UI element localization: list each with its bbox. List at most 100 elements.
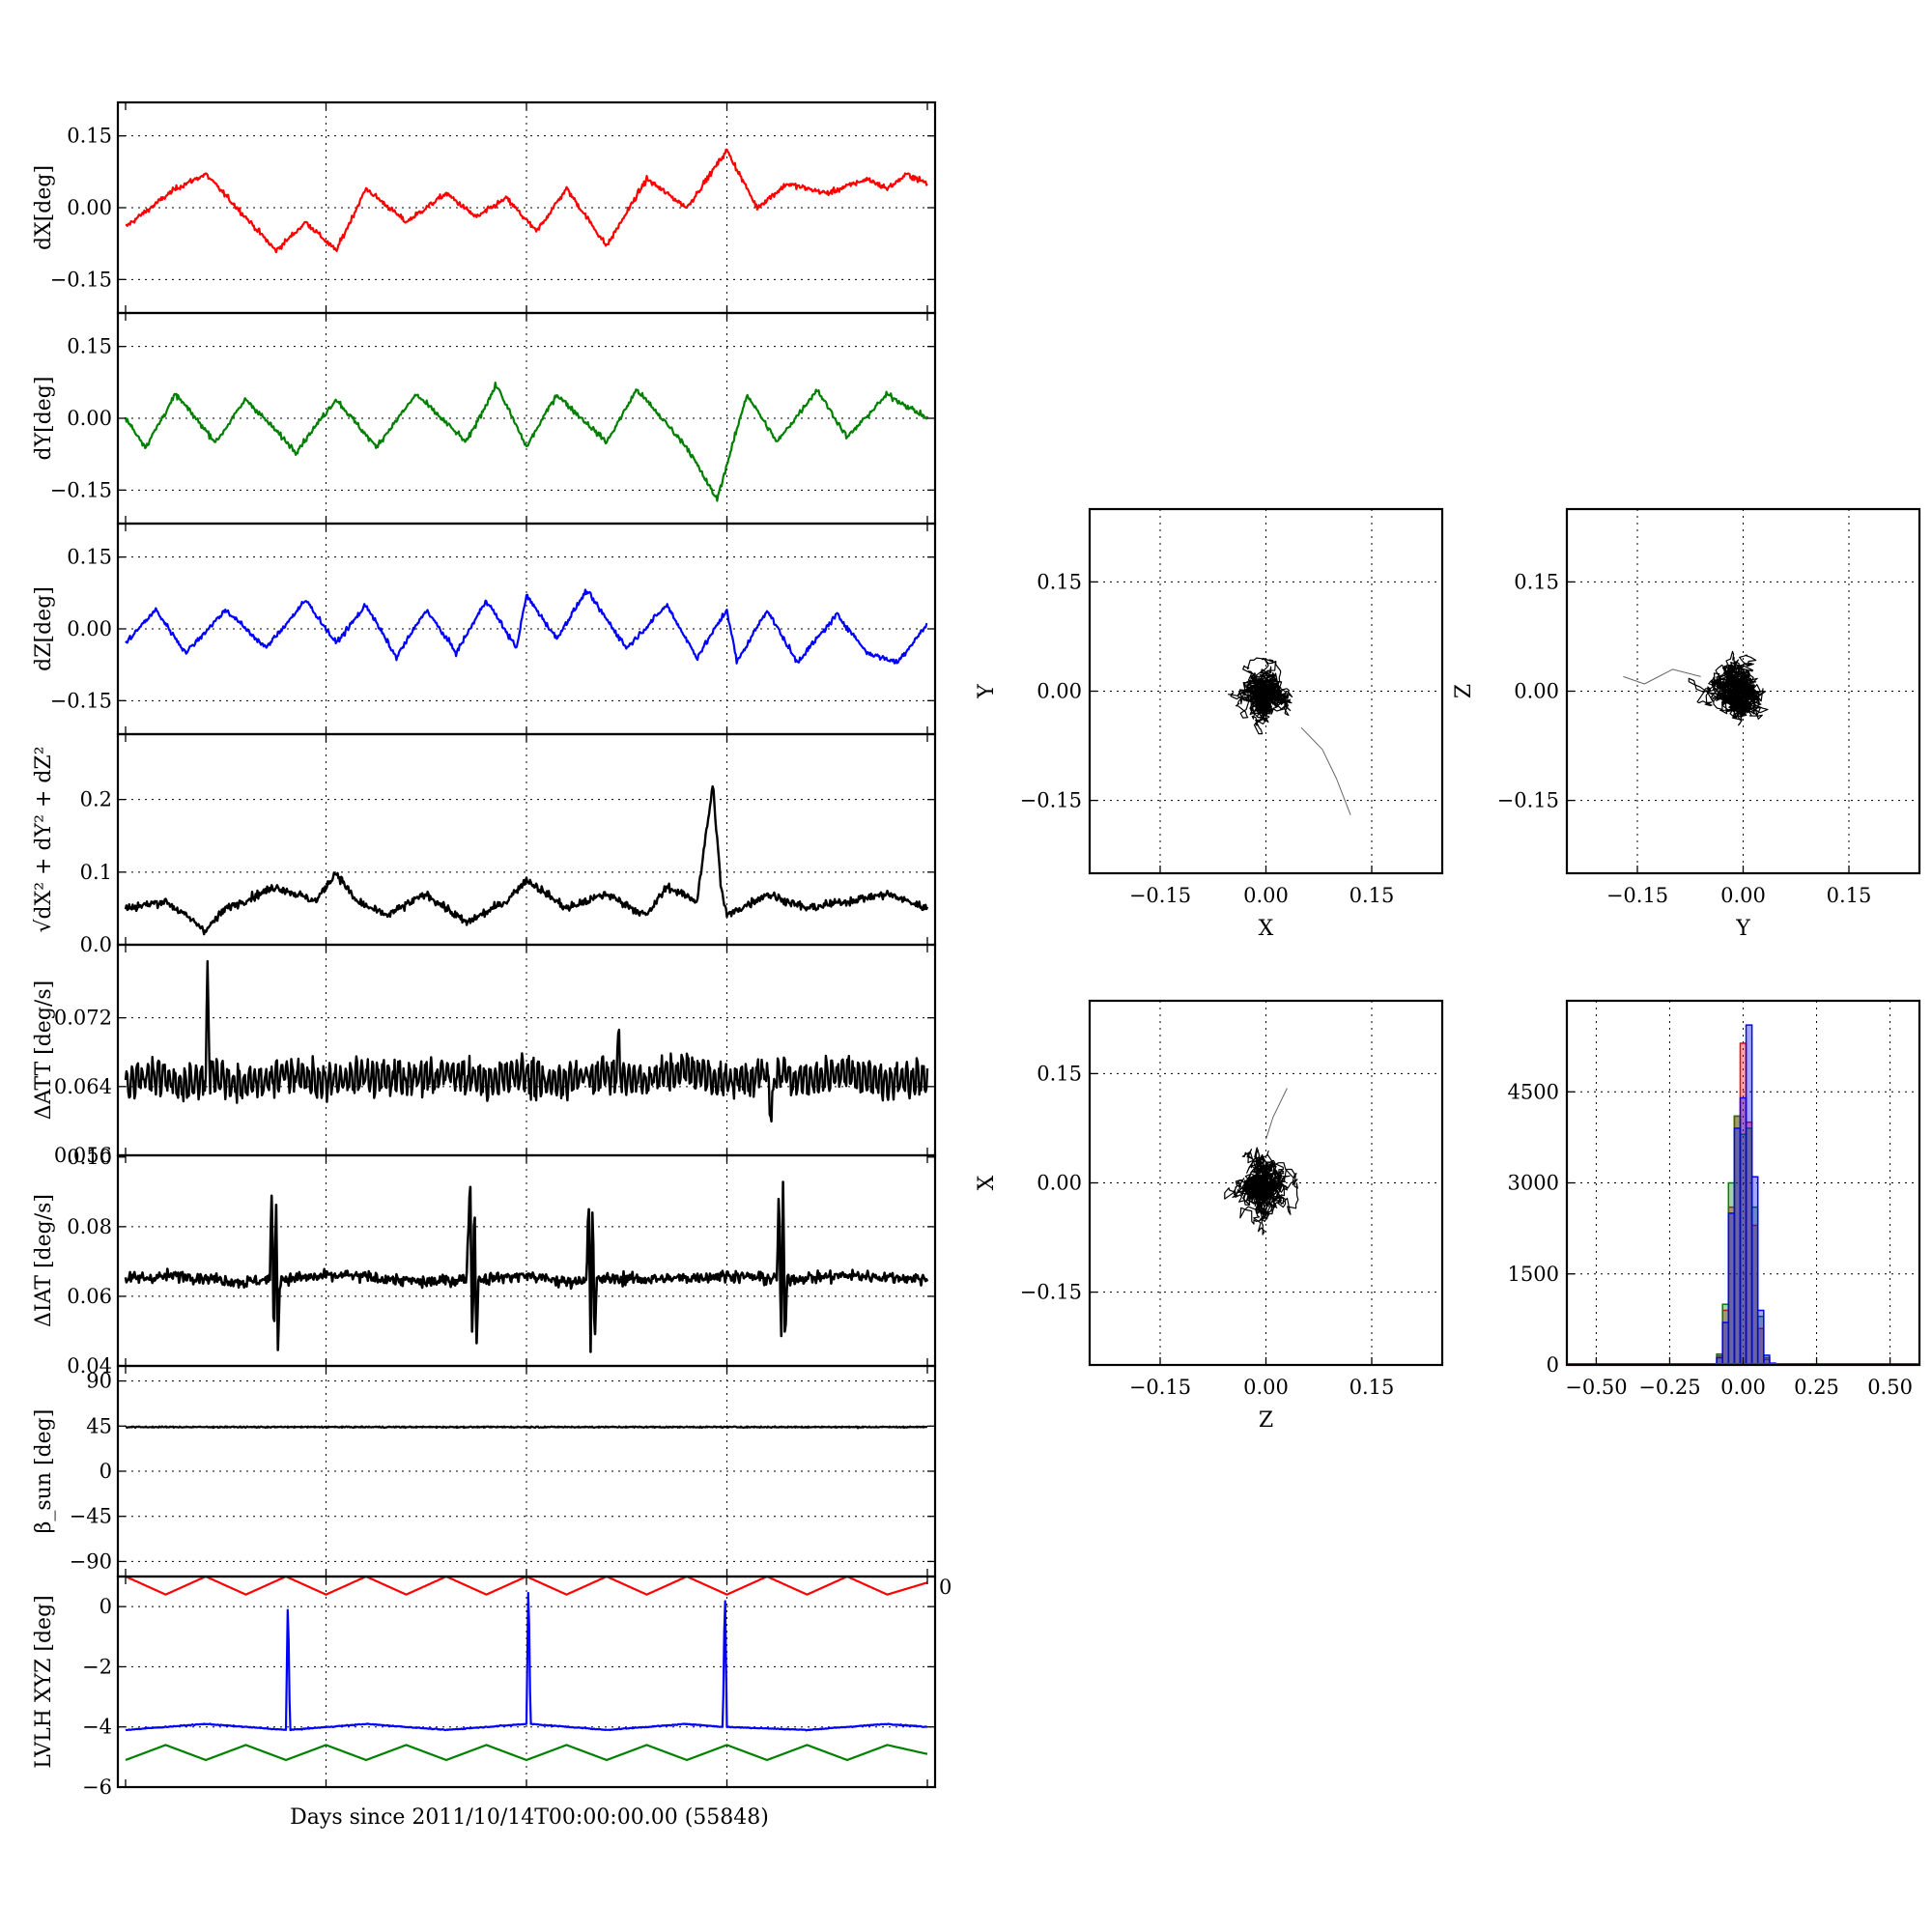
ytick-label: −0.15	[1020, 1281, 1082, 1304]
xtick-label: 0.50	[1867, 1376, 1913, 1399]
panel-frame	[116, 1153, 937, 1368]
panel-dIAT: 0.04 0.06 0.08 0.10 ΔIAT [deg/s]	[32, 1146, 937, 1378]
ytick-label: −0.15	[50, 268, 112, 291]
ytick-label: −0.15	[1020, 789, 1082, 812]
xtick-label: 0.00	[1720, 884, 1766, 907]
ylabel-dR: √dX² + dY² + dZ²	[32, 746, 56, 932]
ytick-label: 0.00	[67, 407, 112, 430]
ytick-label: 0.06	[67, 1285, 112, 1308]
xtick-label: 0.00	[1243, 1376, 1289, 1399]
ytick-label: 0.00	[67, 617, 112, 640]
ytick-label: 0.072	[54, 1007, 112, 1030]
ytick-label: −0.15	[50, 689, 112, 712]
ytick-label: 0.15	[67, 546, 112, 569]
scatter-trace-YZ	[1688, 650, 1769, 726]
ytick-label: 0.1	[80, 861, 112, 884]
ylabel-dATT: ΔATT [deg/s]	[32, 980, 56, 1120]
ylabel-ZX: X	[975, 1175, 999, 1190]
ylabel-YZ: Z	[1452, 684, 1476, 698]
panel-XY: −0.15 0.00 0.15 −0.15 0.00 0.15 X Y	[975, 507, 1444, 941]
xtick-label: −0.50	[1565, 1376, 1627, 1399]
xtick-label: −0.15	[1606, 884, 1668, 907]
panel-YZ: −0.15 0.00 0.15 −0.15 0.00 0.15 Y Z	[1452, 507, 1921, 941]
ylabel-lvlh: LVLH XYZ [deg]	[32, 1595, 56, 1769]
hist-bar	[1750, 1176, 1759, 1366]
ytick-label: −90	[70, 1549, 112, 1573]
xlabel-XY: X	[1259, 917, 1274, 941]
ylabel-dX: dX[deg]	[32, 165, 56, 250]
ylabel-dIAT: ΔIAT [deg/s]	[32, 1194, 56, 1327]
hist-bar	[1745, 1024, 1753, 1366]
xtick-label: −0.25	[1638, 1376, 1700, 1399]
series-line-dX-0	[125, 148, 928, 254]
xtick-label: 0.00	[1243, 884, 1289, 907]
panel-frame	[116, 943, 937, 1157]
ytick-label: 0.00	[1037, 1172, 1082, 1195]
series-line-dZ-0	[125, 588, 928, 665]
hist-bar	[1739, 1096, 1747, 1366]
xtick-label: 0.15	[1350, 1376, 1395, 1399]
panel-hist: −0.50 −0.25 0.00 0.25 0.50 0 1500 3000 4500	[1508, 999, 1921, 1399]
ytick-label: 0.15	[67, 335, 112, 358]
ytick-label: −45	[70, 1505, 112, 1528]
ylabel-dY: dY[deg]	[32, 377, 56, 461]
hist-bar	[1733, 1127, 1742, 1366]
ylabel-dZ: dZ[deg]	[32, 586, 56, 671]
xtick-label: −0.15	[1129, 884, 1191, 907]
chart-panels: −0.150.000.15dX[deg]−0.150.000.15dY[deg]…	[32, 100, 1921, 1799]
ytick-label: 0.10	[67, 1146, 112, 1169]
ytick-label: 0.08	[67, 1215, 112, 1238]
hist-bar	[1721, 1321, 1730, 1366]
xtick-label: 0.25	[1794, 1376, 1839, 1399]
series-line-dY-0	[124, 382, 929, 502]
ytick-label: 4500	[1508, 1080, 1559, 1103]
panel-dR: 0.0 0.1 0.2 √dX² + dY² + dZ²	[32, 732, 937, 956]
ytick-label: 0	[99, 1460, 112, 1483]
panel-ZX: −0.15 0.00 0.15 −0.15 0.00 0.15 Z X	[975, 999, 1444, 1433]
xtick-label: 0.00	[1720, 1376, 1766, 1399]
ytick-label: 0.064	[54, 1075, 112, 1098]
ytick-label: −0.15	[1497, 789, 1559, 812]
ytick-label: 0.00	[67, 196, 112, 219]
ytick-label: 45	[86, 1414, 112, 1437]
panel-frame	[116, 732, 937, 947]
hist-bar	[1756, 1309, 1765, 1366]
xlabel-ZX: Z	[1259, 1408, 1273, 1433]
ytick-label: 1500	[1508, 1263, 1559, 1286]
scatter-tail-YZ	[1623, 668, 1701, 685]
hist-bar	[1727, 1212, 1736, 1366]
ytick-label: −2	[82, 1655, 112, 1678]
ytick-label: 0.0	[80, 933, 112, 956]
time-axis-label: Days since 2011/10/14T00:00:00.00 (55848…	[290, 1805, 769, 1830]
ylabel-XY: Y	[975, 684, 999, 699]
scatter-trace-ZX	[1224, 1147, 1299, 1236]
series-line-dR-0	[124, 784, 929, 936]
xtick-label: 0.15	[1350, 884, 1395, 907]
series-line-lvlh-2	[125, 1744, 928, 1762]
series-line-lvlh-1	[125, 1591, 928, 1732]
ytick-label: 0	[1547, 1353, 1559, 1377]
panel-dY: −0.15 0.00 0.15 dY[deg]	[32, 311, 937, 526]
ytick-label: 0.2	[80, 788, 112, 811]
ytick-label: 0	[99, 1595, 112, 1618]
panel-beta_sun: −90 −45 0 45 90 β_sun [deg]	[32, 1364, 937, 1578]
panel-lvlh: −6 −4 −2 0 LVLH XYZ [deg] 0	[32, 1575, 952, 1799]
ytick-label: 90	[86, 1370, 112, 1393]
series-line-dATT-0	[124, 959, 929, 1123]
series-line-lvlh-0	[125, 1577, 928, 1596]
corner-label: 0	[939, 1576, 952, 1599]
ytick-label: 0.00	[1514, 680, 1559, 703]
panel-dZ: −0.15 0.00 0.15 dZ[deg]	[32, 522, 937, 736]
xlabel-YZ: Y	[1735, 917, 1750, 941]
ylabel-beta_sun: β_sun [deg]	[32, 1409, 56, 1534]
ytick-label: −0.15	[50, 478, 112, 501]
ytick-label: −6	[82, 1776, 112, 1799]
ytick-label: 0.15	[1037, 570, 1082, 593]
xtick-label: 0.15	[1827, 884, 1872, 907]
ytick-label: 3000	[1508, 1172, 1559, 1195]
ytick-label: −4	[82, 1716, 112, 1739]
scatter-trace-XY	[1228, 657, 1293, 735]
ytick-label: 0.15	[1514, 570, 1559, 593]
ytick-label: 0.04	[67, 1354, 112, 1378]
